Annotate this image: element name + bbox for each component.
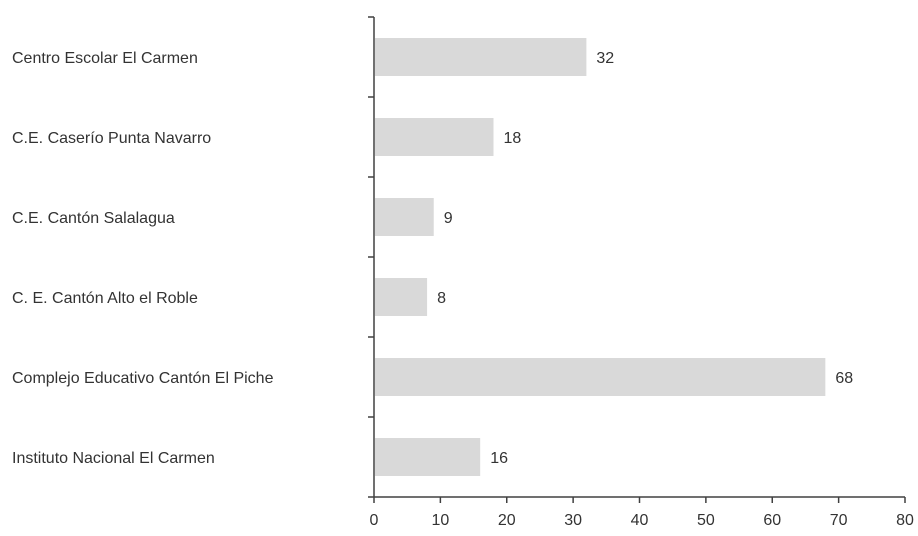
bar-4 [375, 358, 826, 396]
bar-2 [375, 198, 434, 236]
labels-layer: Centro Escolar El Carmen 32 C.E. Caserío P… [12, 50, 914, 529]
bar-3 [375, 278, 428, 316]
axes-layer [368, 16, 906, 503]
data-label-5: 16 [490, 450, 508, 467]
x-tick-label-3: 30 [564, 512, 582, 529]
x-tick-label-8: 80 [896, 512, 914, 529]
category-label-2: C.E. Cantón Salalagua [12, 210, 175, 227]
x-tick-label-5: 50 [697, 512, 715, 529]
category-label-4: Complejo Educativo Cantón El Piche [12, 370, 274, 387]
bar-1 [375, 118, 494, 156]
x-tick-label-7: 70 [830, 512, 848, 529]
category-label-5: Instituto Nacional El Carmen [12, 450, 215, 467]
x-tick-label-0: 0 [370, 512, 379, 529]
x-tick-label-4: 40 [631, 512, 649, 529]
x-tick-label-2: 20 [498, 512, 516, 529]
data-label-0: 32 [596, 50, 614, 67]
data-label-3: 8 [437, 290, 446, 307]
category-label-0: Centro Escolar El Carmen [12, 50, 198, 67]
data-label-1: 18 [503, 130, 521, 147]
data-label-2: 9 [444, 210, 453, 227]
category-label-3: C. E. Cantón Alto el Roble [12, 290, 198, 307]
bars-layer [375, 38, 826, 476]
data-label-4: 68 [835, 370, 853, 387]
x-tick-label-6: 60 [763, 512, 781, 529]
category-label-1: C.E. Caserío Punta Navarro [12, 130, 211, 147]
bar-0 [375, 38, 587, 76]
bar-5 [375, 438, 481, 476]
x-tick-label-1: 10 [431, 512, 449, 529]
